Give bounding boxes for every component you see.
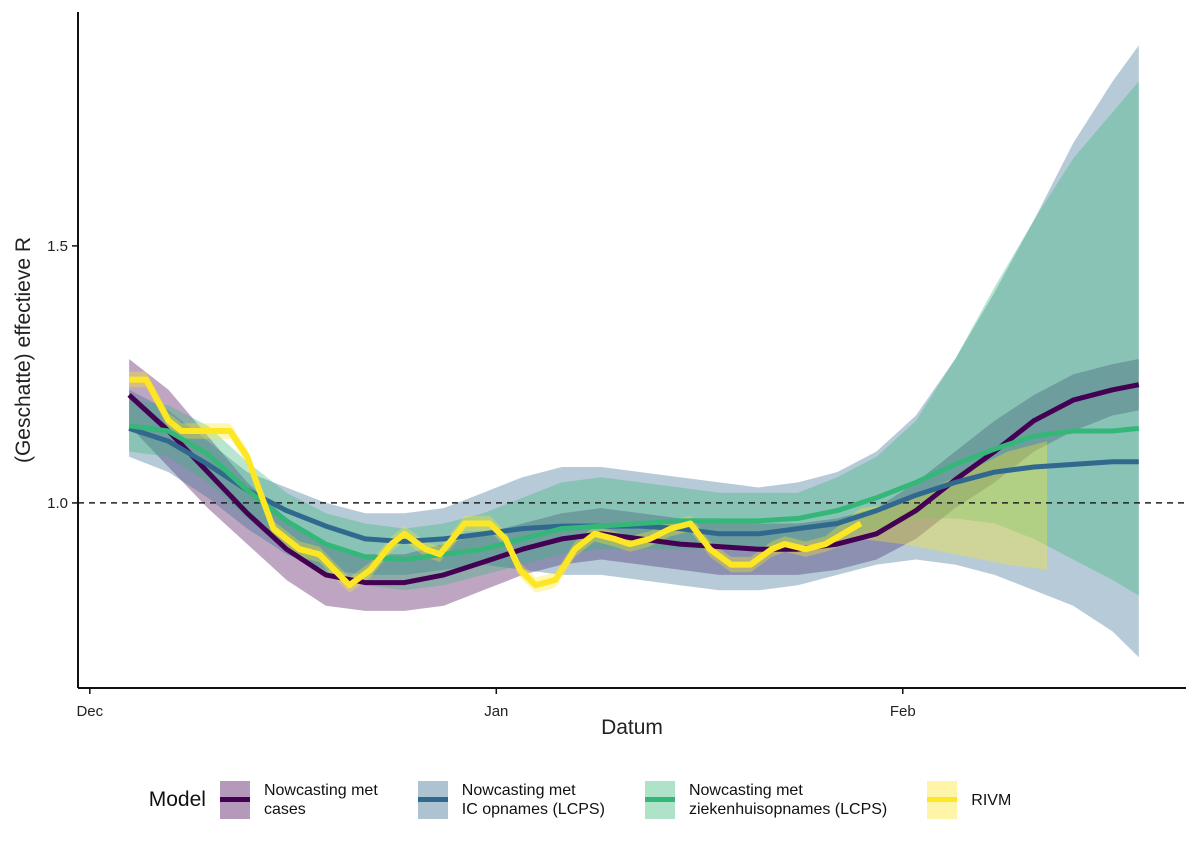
legend-key <box>417 781 448 819</box>
chart: Datum (Geschatte) effectieve R 1.0 1.5 Dec… <box>12 12 1186 739</box>
x-axis-label: Datum <box>601 716 663 739</box>
legend-key <box>927 781 958 819</box>
legend-label: RIVM <box>971 791 1012 809</box>
legend: Model Nowcasting met cases Nowcasting met… <box>0 770 1200 830</box>
series-line <box>128 426 1139 544</box>
legend-label: Nowcasting met ziekenhuisopnames (LCPS) <box>688 782 888 818</box>
legend-key <box>644 781 675 819</box>
series-line <box>129 376 863 589</box>
legend-entry: Nowcasting met IC opnames (LCPS) <box>417 781 605 819</box>
legend-label: Nowcasting met IC opnames (LCPS) <box>461 782 605 818</box>
legend-line <box>219 797 250 802</box>
y-axis-label: (Geschatte) effectieve R <box>12 237 35 463</box>
legend-line <box>644 797 675 802</box>
x-tick-label: Feb <box>890 703 916 720</box>
x-tick-label: Jan <box>484 703 508 720</box>
y-tick-label: 1.0 <box>47 495 68 512</box>
legend-title: Model <box>148 788 206 811</box>
legend-key <box>219 781 250 819</box>
ribbons <box>129 45 1139 658</box>
legend-line <box>927 797 958 802</box>
legend-label: Nowcasting met cases <box>263 782 378 818</box>
y-tick-label: 1.5 <box>47 238 68 255</box>
series-line <box>128 423 1140 562</box>
x-tick-label: Dec <box>76 703 103 720</box>
ribbon <box>129 81 1139 596</box>
legend-entry: Nowcasting met ziekenhuisopnames (LCPS) <box>644 781 888 819</box>
legend-entry: RIVM <box>927 781 1011 819</box>
ribbon <box>129 359 1139 611</box>
legend-entry: Nowcasting met cases <box>219 781 378 819</box>
legend-line <box>417 797 448 802</box>
